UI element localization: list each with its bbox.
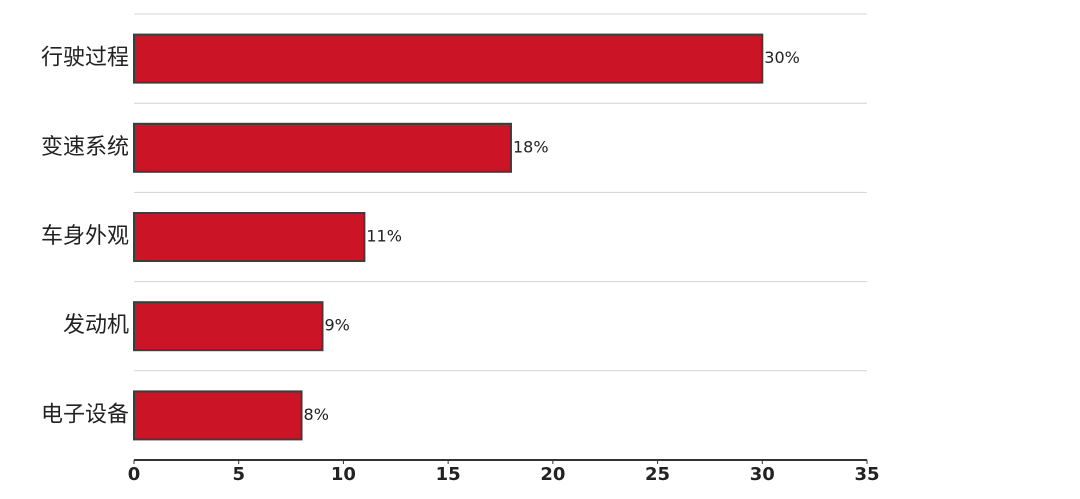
x-tick-label: 5 — [232, 464, 245, 485]
category-label: 发动机 — [63, 313, 129, 338]
x-tick-label: 30 — [750, 464, 775, 485]
value-label: 8% — [304, 405, 329, 424]
category-label: 行驶过程 — [41, 46, 129, 71]
bar — [133, 33, 764, 84]
value-label: 11% — [366, 227, 402, 246]
bar — [133, 122, 512, 173]
value-label: 18% — [513, 137, 549, 156]
x-tick-label: 20 — [540, 464, 565, 485]
x-tick-label: 15 — [436, 464, 461, 485]
x-tick-label: 25 — [645, 464, 670, 485]
value-label: 30% — [764, 48, 800, 67]
category-label: 车身外观 — [41, 224, 129, 249]
category-label: 变速系统 — [41, 135, 129, 160]
x-tick-label: 10 — [331, 464, 356, 485]
x-tick-label: 0 — [128, 464, 141, 485]
bar — [133, 301, 324, 352]
bar — [133, 212, 366, 262]
category-label: 电子设备 — [41, 402, 129, 427]
x-tick-label: 35 — [854, 464, 879, 485]
value-label: 9% — [324, 316, 349, 335]
bar — [133, 390, 303, 441]
